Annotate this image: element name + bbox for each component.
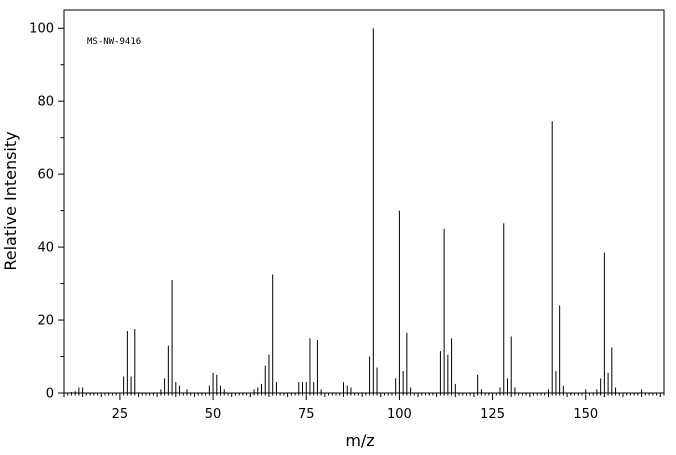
x-tick-label: 100 (387, 407, 412, 422)
y-tick-label: 40 (37, 241, 54, 256)
y-axis-ticks: 0 20 40 60 80 100 (29, 22, 64, 402)
plot-frame (63, 9, 665, 394)
x-axis-title: m/z (345, 431, 374, 450)
x-tick-label: 25 (112, 407, 129, 422)
x-tick-label: 50 (205, 407, 222, 422)
spectrum-peaks (70, 28, 643, 393)
y-tick-label: 100 (29, 22, 54, 37)
y-tick-label: 20 (37, 314, 54, 329)
y-tick-label: 0 (46, 387, 54, 402)
x-tick-label: 150 (573, 407, 598, 422)
x-tick-label: 125 (480, 407, 505, 422)
x-axis-ticks: 25 50 75 100 125 150 (112, 393, 598, 422)
y-axis-title: Relative Intensity (1, 131, 20, 270)
spectrum-id-annotation: MS-NW-9416 (87, 37, 141, 47)
x-tick-label: 75 (298, 407, 315, 422)
y-tick-label: 60 (37, 168, 54, 183)
minor-ticks (63, 393, 665, 397)
y-tick-label: 80 (37, 95, 54, 110)
